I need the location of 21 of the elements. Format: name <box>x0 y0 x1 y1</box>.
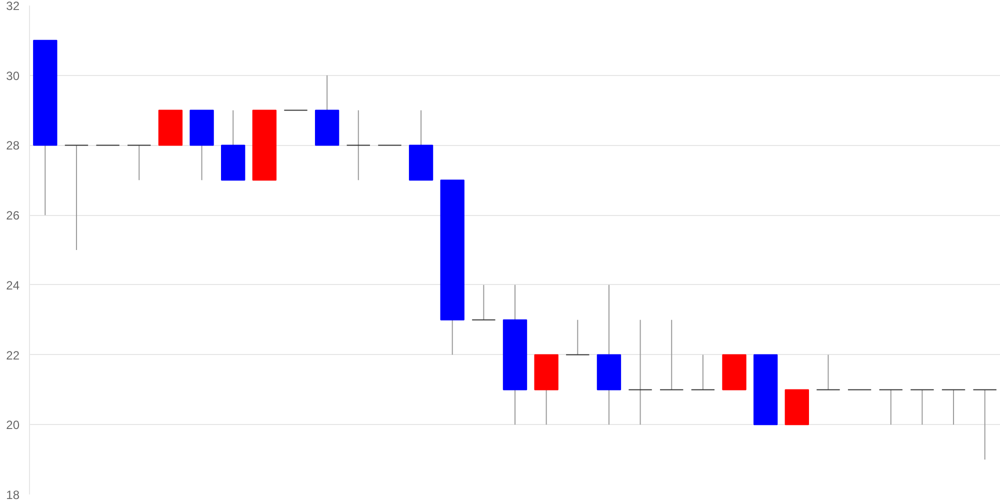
y-tick-label: 28 <box>6 138 20 153</box>
candlestick <box>941 389 966 426</box>
y-tick-label: 20 <box>6 418 20 432</box>
y-tick-label: 30 <box>6 68 20 83</box>
candlestick <box>910 389 934 426</box>
candlestick <box>878 389 903 426</box>
candlestick <box>127 144 152 181</box>
candlestick <box>972 389 997 460</box>
y-tick-label: 26 <box>6 208 20 223</box>
candlestick <box>64 144 89 250</box>
y-tick-label: 32 <box>6 0 20 13</box>
candlestick <box>628 319 652 426</box>
candlestick <box>346 110 370 181</box>
candlestick <box>472 284 496 320</box>
candlestick <box>816 354 840 390</box>
y-tick-label: 18 <box>6 488 20 500</box>
y-tick-label: 24 <box>6 278 20 292</box>
candlestick <box>690 354 716 390</box>
candlestick <box>660 319 684 390</box>
candlestick <box>566 319 590 356</box>
y-tick-label: 22 <box>6 348 20 362</box>
